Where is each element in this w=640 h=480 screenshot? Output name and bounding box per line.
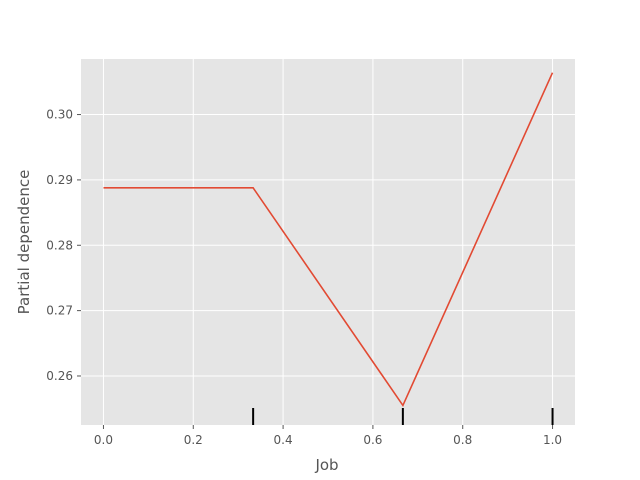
- x-axis-ticks: 0.0 0.2 0.4 0.6 0.8 1.0: [94, 425, 562, 447]
- x-tick-label: 0.0: [94, 433, 113, 447]
- y-axis-label: Partial dependence: [15, 170, 33, 315]
- grid: [81, 59, 575, 425]
- y-tick-label: 0.29: [46, 173, 73, 187]
- y-tick-label: 0.27: [46, 304, 73, 318]
- x-tick-label: 0.2: [184, 433, 203, 447]
- y-tick-label: 0.28: [46, 238, 73, 252]
- decile-ticks: [252, 408, 554, 425]
- x-tick-label: 1.0: [543, 433, 562, 447]
- x-tick-label: 0.4: [274, 433, 293, 447]
- x-tick-label: 0.8: [453, 433, 472, 447]
- y-tick-label: 0.30: [46, 108, 73, 122]
- y-axis-ticks: 0.26 0.27 0.28 0.29 0.30: [46, 108, 81, 383]
- x-tick-label: 0.6: [363, 433, 382, 447]
- series-group: [103, 72, 554, 408]
- y-tick-label: 0.26: [46, 369, 73, 383]
- x-axis-label: Job: [314, 456, 338, 474]
- plot-background: [81, 59, 575, 425]
- series-line: [103, 72, 554, 408]
